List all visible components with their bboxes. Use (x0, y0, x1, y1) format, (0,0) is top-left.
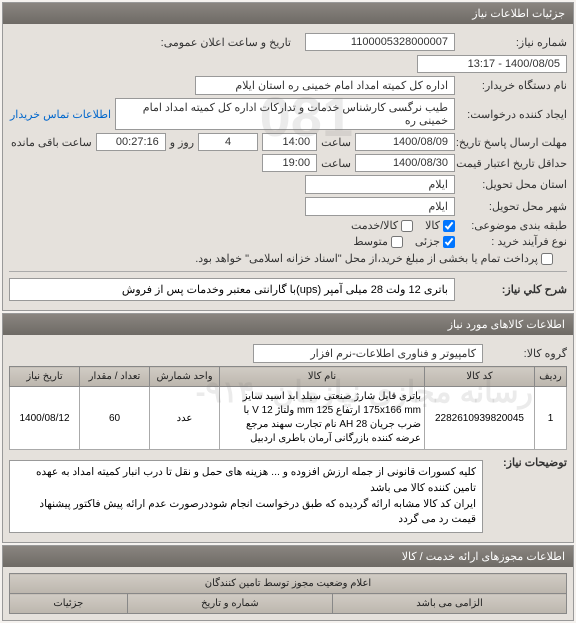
row-overview: شرح کلي نياز: باتری 12 ولت 28 میلی آمپر … (9, 278, 567, 301)
label-city: شهر محل تحویل: (459, 200, 567, 213)
field-note: کلیه کسورات قانونی از جمله ارزش افزوده و… (9, 460, 483, 533)
td-date: 1400/08/12 (10, 387, 80, 450)
th-status-header: اعلام وضعیت مجوز توسط تامین کنندگان (10, 574, 567, 594)
label-number: شماره نیاز: (459, 36, 567, 49)
th-numdate: شماره و تاریخ (127, 594, 332, 614)
th-mandatory: الزامی می باشد (333, 594, 567, 614)
row-request-number: شماره نیاز: 1100005328000007 تاریخ و ساع… (9, 33, 567, 73)
field-group: کامپیوتر و فناوری اطلاعات-نرم افزار (253, 344, 483, 363)
row-deadline: مهلت ارسال پاسخ تاریخ: 1400/08/09 ساعت 1… (9, 133, 567, 151)
field-number: 1100005328000007 (305, 33, 455, 51)
row-group: گروه کالا: کامپیوتر و فناوری اطلاعات-نرم… (9, 344, 567, 363)
td-qty: 60 (80, 387, 150, 450)
label-goods-chk: کالا (425, 219, 440, 232)
field-province: ایلام (305, 175, 455, 194)
label-valid: حداقل تاریخ اعتبار قیمت تا تاریخ: (459, 157, 567, 170)
field-buyer: اداره کل کمیته امداد امام خمینی ره استان… (195, 76, 455, 95)
th-date: تاریخ نیاز (10, 367, 80, 387)
label-paynote: پرداخت تمام یا بخشی از مبلغ خرید،از محل … (195, 252, 538, 265)
row-province: استان محل تحویل: ایلام (9, 175, 567, 194)
field-deadline-time: 14:00 (262, 133, 317, 151)
checkbox-paynote[interactable] (541, 253, 553, 265)
field-overview: باتری 12 ولت 28 میلی آمپر (ups)با گارانت… (9, 278, 455, 301)
label-note: توضیحات نیاز: (487, 456, 567, 469)
label-deadline: مهلت ارسال پاسخ تاریخ: (459, 136, 567, 149)
checkbox-goods[interactable] (443, 220, 455, 232)
license-table: اعلام وضعیت مجوز توسط تامین کنندگان الزا… (9, 573, 567, 614)
table-row: 1 2282610939820045 باتری قابل شارژ صنعتی… (10, 387, 567, 450)
row-city: شهر محل تحویل: ایلام (9, 197, 567, 216)
field-remain-time: 00:27:16 (96, 133, 166, 151)
field-valid-time: 19:00 (262, 154, 317, 172)
row-buytype: نوع فرآیند خرید : جزئی متوسط پرداخت تمام… (9, 235, 567, 265)
th-qty: تعداد / مقدار (80, 367, 150, 387)
field-pubdate: 1400/08/05 - 13:17 (417, 55, 567, 73)
label-overview: شرح کلي نياز: (459, 283, 567, 296)
th-idx: ردیف (535, 367, 567, 387)
goods-panel-header[interactable]: اطلاعات کالاهای مورد نیاز (3, 314, 573, 335)
row-creator: ایجاد کننده درخواست: طیب نرگسی کارشناس خ… (9, 98, 567, 130)
buyer-contact-link[interactable]: اطلاعات تماس خریدار (10, 108, 111, 121)
th-details: جزئیات (10, 594, 128, 614)
checkbox-partial[interactable] (443, 236, 455, 248)
label-group: گروه کالا: (487, 347, 567, 360)
th-unit: واحد شمارش (150, 367, 220, 387)
field-deadline-date: 1400/08/09 (355, 133, 455, 151)
checkbox-medium[interactable] (391, 236, 403, 248)
td-idx: 1 (535, 387, 567, 450)
label-creator: ایجاد کننده درخواست: (459, 108, 567, 121)
field-valid-date: 1400/08/30 (355, 154, 455, 172)
label-province: استان محل تحویل: (459, 178, 567, 191)
th-name: نام کالا (220, 367, 425, 387)
td-code: 2282610939820045 (425, 387, 535, 450)
label-remain: ساعت باقی مانده (11, 136, 92, 149)
label-pubdate: تاریخ و ساعت اعلان عمومی: (161, 36, 291, 49)
row-category: طبقه بندی موضوعی: کالا کالا/خدمت (9, 219, 567, 232)
td-unit: عدد (150, 387, 220, 450)
field-creator: طیب نرگسی کارشناس خدمات و تدارکات اداره … (115, 98, 455, 130)
td-name: باتری قابل شارژ صنعتی سیلد ابد اسید سایز… (220, 387, 425, 450)
label-time-a: ساعت (321, 136, 351, 149)
table-header-row: ردیف کد کالا نام کالا واحد شمارش تعداد /… (10, 367, 567, 387)
row-valid: حداقل تاریخ اعتبار قیمت تا تاریخ: 1400/0… (9, 154, 567, 172)
main-panel-header[interactable]: جزئیات اطلاعات نیاز (3, 3, 573, 24)
field-days: 4 (198, 133, 258, 151)
checkbox-services[interactable] (401, 220, 413, 232)
goods-table: ردیف کد کالا نام کالا واحد شمارش تعداد /… (9, 366, 567, 450)
th-code: کد کالا (425, 367, 535, 387)
field-city: ایلام (305, 197, 455, 216)
label-category: طبقه بندی موضوعی: (459, 219, 567, 232)
label-services-chk: کالا/خدمت (351, 219, 398, 232)
row-note: توضیحات نیاز: کلیه کسورات قانونی از جمله… (9, 456, 567, 533)
row-buyer: نام دستگاه خریدار: اداره کل کمیته امداد … (9, 76, 567, 95)
label-medium: متوسط (353, 235, 388, 248)
label-buyer: نام دستگاه خریدار: (459, 79, 567, 92)
label-days: روز و (170, 136, 194, 149)
label-partial: جزئی (415, 235, 440, 248)
label-time-b: ساعت (321, 157, 351, 170)
label-buytype: نوع فرآیند خرید : (459, 235, 567, 248)
